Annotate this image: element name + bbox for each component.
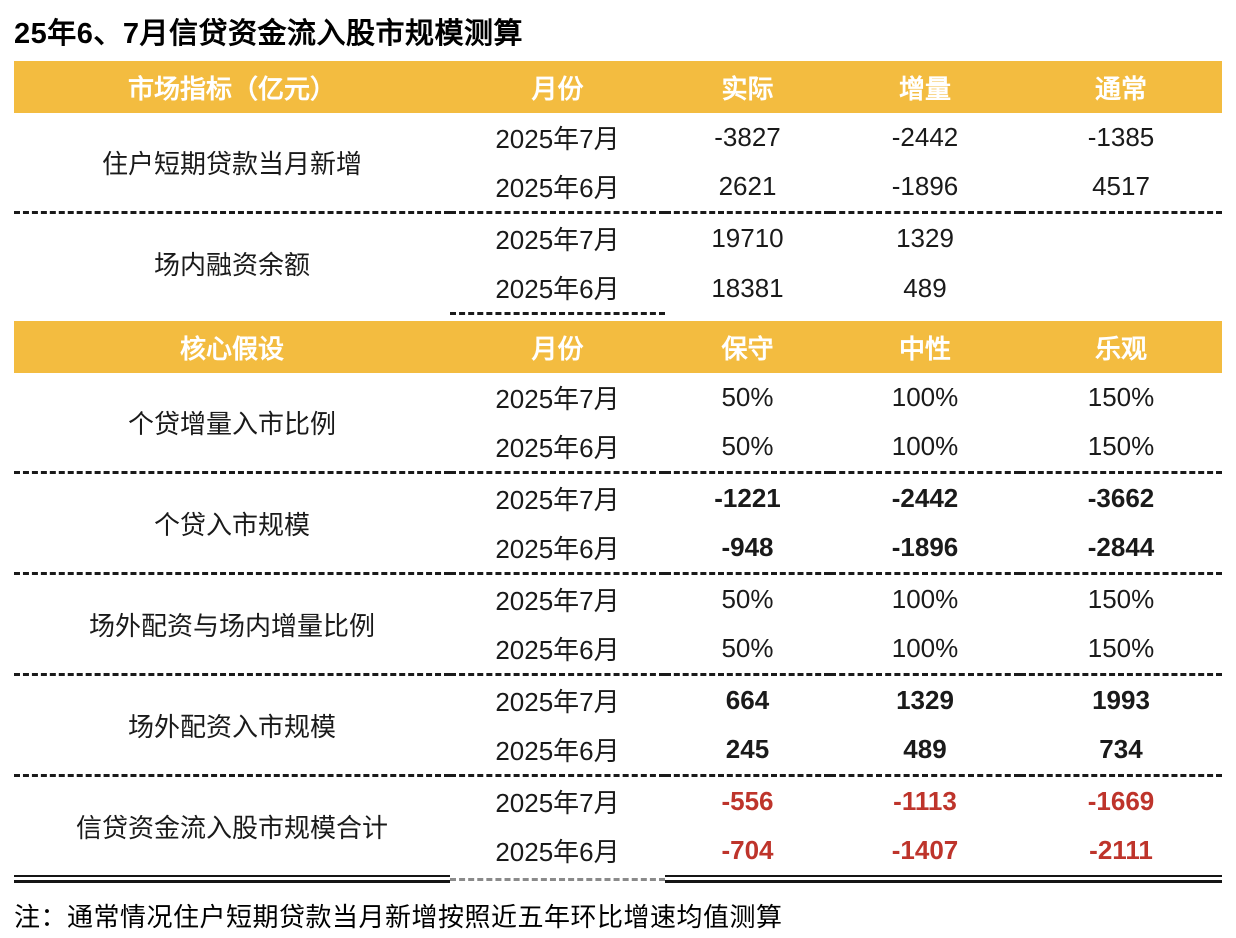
table-row: 2025年6月 50% 100% 150%: [14, 624, 1222, 675]
row-label-loan-increment-entry-ratio: 个贷增量入市比例: [127, 408, 336, 439]
cell-neutral: 100%: [891, 633, 959, 663]
cell-neutral: -1113: [830, 774, 1020, 826]
table-bottom-border: [14, 875, 1222, 883]
cell-usual: 4517: [1092, 171, 1150, 201]
bottom-border-segment: [14, 875, 450, 883]
table-row: 场外配资入市规模 2025年7月 664 1329 1993: [14, 673, 1222, 776]
cell-neutral: -2442: [830, 471, 1020, 523]
cell-actual: 19710: [665, 211, 830, 263]
table-row: 个贷入市规模 2025年7月 -1221 -2442 -3662: [14, 471, 1222, 574]
cell-conservative: -556: [665, 774, 830, 826]
cell-conservative: 50%: [721, 431, 774, 461]
cell-optimistic: -2111: [1089, 835, 1153, 865]
table-row: 个贷增量入市比例 2025年7月 50% 100% 150%: [14, 373, 1222, 439]
cell-month: 2025年7月: [450, 774, 665, 826]
cell-month: 2025年7月: [495, 124, 620, 154]
cell-optimistic: -3662: [1020, 471, 1222, 523]
cell-month: 2025年6月: [495, 173, 620, 203]
cell-conservative: 664: [665, 673, 830, 725]
cell-conservative: 50%: [721, 633, 774, 663]
bottom-border-segment: [665, 875, 1222, 883]
table-row: 信贷资金流入股市规模合计 2025年7月 -556 -1113 -1669: [14, 774, 1222, 875]
row-label-household-short-loans: 住户短期贷款当月新增: [101, 148, 362, 179]
header-cell-month: 月份: [450, 321, 665, 373]
cell-month: 2025年7月: [450, 673, 665, 725]
cell-month: 2025年6月: [495, 433, 620, 463]
header-cell-usual: 通常: [1020, 61, 1222, 113]
row-label-loan-entry-scale: 个贷入市规模: [14, 471, 450, 574]
cell-conservative: 245: [725, 734, 770, 764]
cell-usual: -1385: [1087, 122, 1155, 152]
table-row: 住户短期贷款当月新增 2025年7月 -3827 -2442 -1385: [14, 113, 1222, 179]
header-cell-market-indicator: 市场指标（亿元）: [14, 61, 450, 113]
cell-month: 2025年6月: [495, 635, 620, 665]
header-cell-increment: 增量: [830, 61, 1020, 113]
table-row: 2025年6月 -948 -1896 -2844: [14, 523, 1222, 574]
cell-month: 2025年7月: [450, 471, 665, 523]
cell-increment: -2442: [891, 122, 959, 152]
row-label-credit-funds-total: 信贷资金流入股市规模合计: [14, 774, 450, 875]
table-row: 2025年6月 2621 -1896 4517: [14, 162, 1222, 213]
row-label-otc-vs-onmarket-ratio: 场外配资与场内增量比例: [14, 572, 450, 675]
cell-optimistic: 150%: [1020, 572, 1222, 624]
table-row: 2025年6月 -704 -1407 -2111: [14, 826, 1222, 875]
cell-optimistic: 734: [1099, 734, 1143, 764]
cell-actual: -3827: [714, 122, 781, 152]
market-indicator-table: 市场指标（亿元） 月份 实际 增量 通常 住户短期贷款当月新增 2025年7月 …: [14, 61, 1222, 315]
cell-conservative: 50%: [721, 382, 774, 412]
market-header-row: 市场指标（亿元） 月份 实际 增量 通常: [14, 61, 1222, 113]
header-cell-month: 月份: [450, 61, 665, 113]
cell-optimistic: -2844: [1087, 532, 1155, 562]
header-cell-neutral: 中性: [830, 321, 1020, 373]
table-row: 2025年6月 245 489 734: [14, 725, 1222, 776]
cell-conservative: 50%: [665, 572, 830, 624]
table-row: 2025年6月 18381 489: [14, 263, 1222, 315]
cell-optimistic: 150%: [1087, 431, 1155, 461]
row-label-margin-balance: 场内融资余额: [14, 211, 450, 314]
cell-month: 2025年6月: [495, 534, 620, 564]
cell-increment: 1329: [830, 211, 1020, 263]
cell-month: 2025年7月: [495, 384, 620, 414]
cell-month: 2025年6月: [450, 263, 665, 315]
cell-neutral: -1407: [891, 835, 959, 865]
cell-actual: 18381: [711, 272, 784, 303]
cell-usual: [1020, 263, 1222, 314]
cell-neutral: 100%: [891, 431, 959, 461]
cell-increment: -1896: [891, 171, 959, 201]
cell-conservative: -704: [721, 835, 774, 865]
cell-increment: 489: [903, 272, 947, 303]
table-row: 场内融资余额 2025年7月 19710 1329: [14, 211, 1222, 314]
figure-title: 25年6、7月信贷资金流入股市规模测算: [14, 18, 524, 50]
cell-neutral: 489: [903, 734, 947, 764]
cell-conservative: -1221: [665, 471, 830, 523]
footnote: 注：通常情况住户短期贷款当月新增按照近五年环比增速均值测算: [14, 902, 783, 932]
cell-optimistic: -1669: [1020, 774, 1222, 826]
cell-month: 2025年6月: [495, 736, 620, 766]
cell-conservative: -948: [721, 532, 774, 562]
cell-neutral: 1329: [830, 673, 1020, 725]
header-cell-optimistic: 乐观: [1020, 321, 1222, 373]
table-row: 2025年6月 50% 100% 150%: [14, 422, 1222, 473]
row-label-otc-entry-scale: 场外配资入市规模: [14, 673, 450, 776]
header-cell-actual: 实际: [665, 61, 830, 113]
cell-neutral: 100%: [830, 572, 1020, 624]
cell-optimistic: 150%: [1087, 382, 1155, 412]
assumption-header-row: 核心假设 月份 保守 中性 乐观: [14, 321, 1222, 373]
cell-usual: [1020, 211, 1222, 263]
cell-neutral: -1896: [891, 532, 959, 562]
cell-month: 2025年7月: [450, 572, 665, 624]
cell-month: 2025年7月: [450, 211, 665, 263]
table-row: 场外配资与场内增量比例 2025年7月 50% 100% 150%: [14, 572, 1222, 675]
cell-optimistic: 1993: [1020, 673, 1222, 725]
bottom-border-dashed-segment: [450, 878, 665, 881]
core-assumption-table: 核心假设 月份 保守 中性 乐观 个贷增量入市比例 2025年7月 50% 10…: [14, 321, 1222, 875]
cell-month: 2025年6月: [495, 837, 620, 867]
cell-neutral: 100%: [891, 382, 959, 412]
cell-actual: 2621: [718, 171, 777, 201]
header-cell-conservative: 保守: [665, 321, 830, 373]
cell-optimistic: 150%: [1087, 633, 1155, 663]
header-cell-core-assumption: 核心假设: [14, 321, 450, 373]
